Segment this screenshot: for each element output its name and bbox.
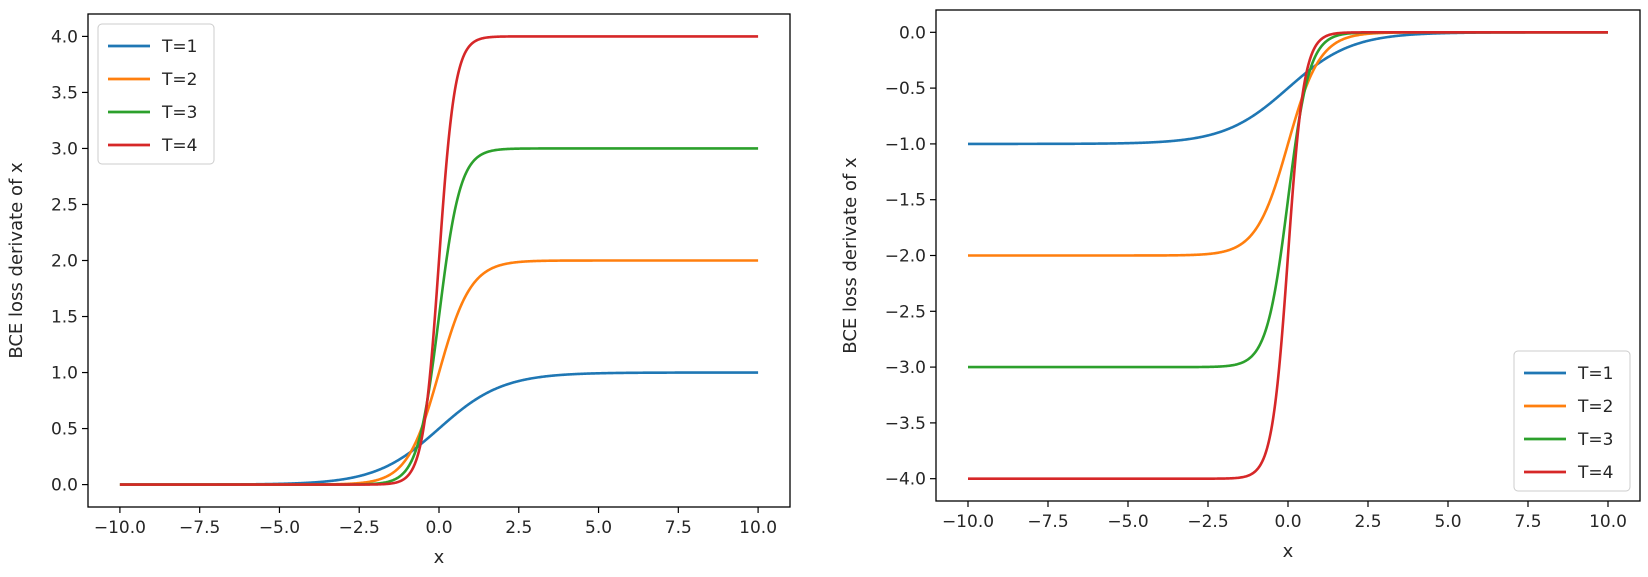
x-tick-label: 2.5 [505,518,532,538]
legend-entry-label: T=2 [161,70,197,90]
chart-panel-2: −10.0 −7.5 −5.0 −2.5 0.0 2.5 5.0 7.5 10.0 0.0 −0.5… [840,9,1641,562]
x-tick-label: −10.0 [942,512,994,532]
series-line-t1 [119,371,759,486]
series-line-t1 [967,31,1609,146]
y-axis-label: BCE loss derivate of x [6,162,27,359]
legend-entry-label: T=1 [161,37,197,57]
y-tick-label: 2.0 [51,252,78,272]
y-tick-label: −1.5 [885,191,926,211]
y-tick-label: 2.5 [51,195,78,215]
y-tick-label: −3.0 [885,358,926,378]
x-tick-label: −5.0 [1107,512,1148,532]
legend-box [97,23,215,165]
y-tick-label: 0.0 [51,476,78,496]
legend-entry-label: T=1 [1577,364,1613,384]
x-tick-label: 7.5 [1514,512,1541,532]
y-tick-label: 4.0 [51,27,78,47]
y-tick-label: −2.5 [885,302,926,322]
x-tick-label: −2.5 [339,518,380,538]
x-tick-label: 7.5 [665,518,692,538]
x-tick-label: 0.0 [1274,512,1301,532]
x-axis-label: x [1283,541,1294,562]
x-tick-label: −10.0 [94,518,146,538]
legend: T=1 T=2 T=3 T=4 [1513,350,1631,492]
x-tick-label: 2.5 [1354,512,1381,532]
x-tick-label: 0.0 [425,518,452,538]
y-tick-label: 0.5 [51,420,78,440]
legend-entry-label: T=3 [1577,430,1613,450]
x-tick-label: −5.0 [259,518,300,538]
legend: T=1 T=2 T=3 T=4 [97,23,215,165]
y-tick-label: 1.5 [51,308,78,328]
plot-area [119,35,759,486]
y-tick-label: −2.0 [885,247,926,267]
legend-entry-label: T=2 [1577,397,1613,417]
x-tick-label: −7.5 [179,518,220,538]
series-line-t4 [119,35,759,486]
series-line-t4 [967,31,1609,480]
x-axis-label: x [434,547,445,568]
y-tick-label: −3.5 [885,414,926,434]
y-tick-label: 3.0 [51,139,78,159]
y-tick-label: 1.0 [51,364,78,384]
x-tick-label: −7.5 [1027,512,1068,532]
x-tick-label: −2.5 [1187,512,1228,532]
legend-entry-label: T=4 [1577,463,1613,483]
legend-entry-label: T=3 [161,103,197,123]
x-tick-label: 5.0 [585,518,612,538]
y-tick-label: 3.5 [51,83,78,103]
legend-box [1513,350,1631,492]
legend-entry-label: T=4 [161,136,197,156]
y-tick-label: 0.0 [899,23,926,43]
y-axis-label: BCE loss derivate of x [840,157,861,354]
y-tick-label: −4.0 [885,470,926,490]
y-tick-label: −0.5 [885,79,926,99]
x-tick-label: 5.0 [1434,512,1461,532]
plot-area [967,31,1609,480]
chart-panel-1: −10.0 −7.5 −5.0 −2.5 0.0 2.5 5.0 7.5 10.0 0.0 0.5 1… [6,13,791,568]
series-line-t3 [967,31,1609,369]
y-tick-label: −1.0 [885,135,926,155]
x-tick-label: 10.0 [1589,512,1627,532]
series-line-t3 [119,147,759,486]
x-tick-label: 10.0 [739,518,777,538]
